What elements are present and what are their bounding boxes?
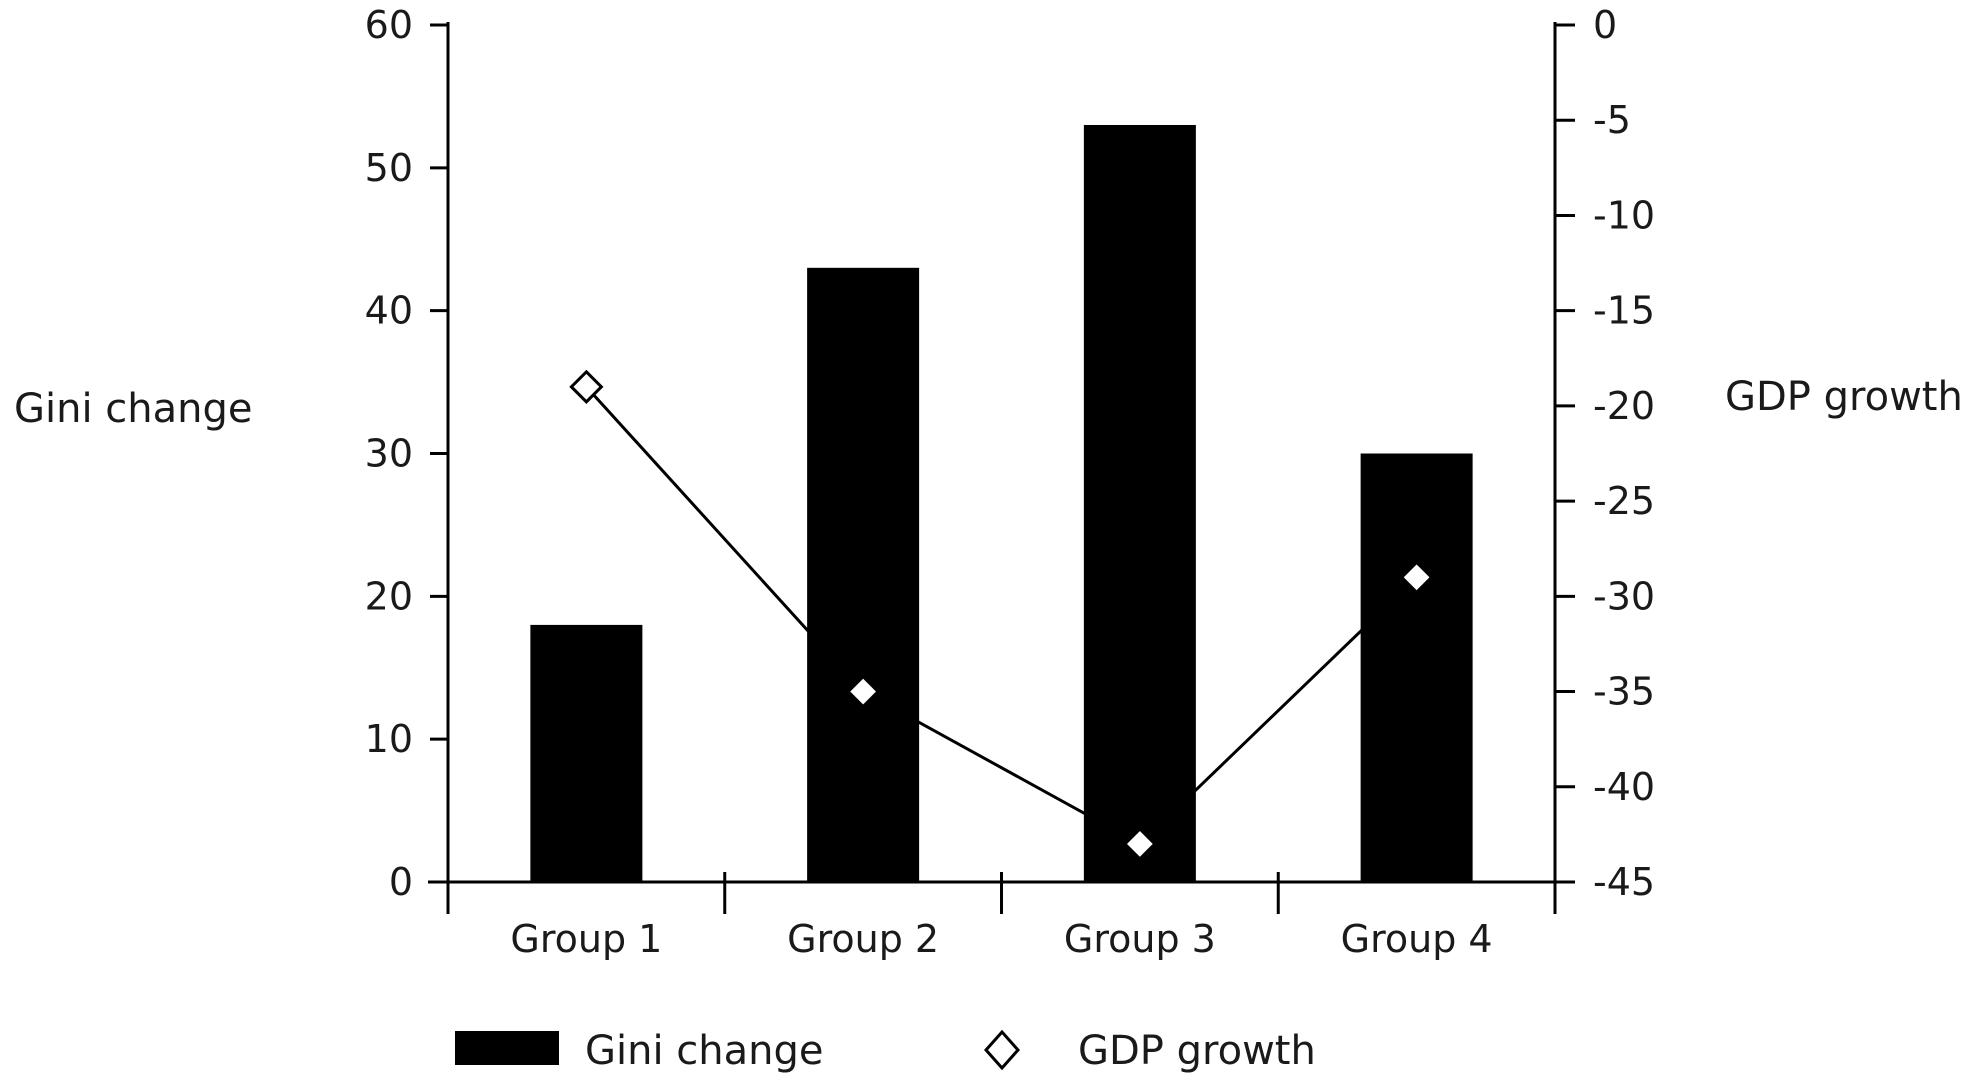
y-right-tick-label: -35 [1593,670,1655,714]
y-axis-right-title: GDP growth [1725,374,1963,420]
y-left-tick-label: 20 [365,574,413,618]
x-tick-label: Group 4 [1341,917,1493,961]
y-right-tick-label: -5 [1593,98,1631,142]
bar-gini-change [807,267,920,883]
point-gdp-growth [1399,560,1434,595]
axis-titles-group: Gini change GDP growth [14,374,1963,432]
point-gdp-growth [1122,826,1157,862]
legend: Gini change GDP growth [455,1028,1316,1074]
y-right-tick-label: -15 [1593,289,1655,333]
bar-gini-change [1083,124,1196,882]
legend-marker-gdp-growth [983,1029,1021,1071]
bars-group [530,124,1473,883]
y-left-tick-label: 40 [365,289,413,333]
y-right-tick-label: -25 [1593,479,1655,523]
y-right-tick-label: -30 [1593,574,1655,618]
legend-label-gdp-growth: GDP growth [1078,1028,1316,1074]
x-tick-label: Group 2 [787,917,939,961]
line-series-group [569,369,1434,862]
y-right-tick-label: 0 [1593,3,1617,47]
point-gdp-growth [846,674,881,709]
y-right-tick-label: -45 [1593,860,1655,904]
legend-swatch-gini-change [455,1031,559,1065]
y-right-tick-label: -20 [1593,384,1655,428]
y-right-tick-label: -40 [1593,765,1655,809]
y-left-tick-label: 30 [365,432,413,476]
tick-labels-group: 0 10 20 30 40 50 60 0 -5 -10 -15 -20 -25 -30 -35 -40 -45… [365,3,1655,961]
x-tick-label: Group 3 [1064,917,1216,961]
bar-gini-change [1360,453,1473,882]
y-left-tick-label: 60 [365,3,413,47]
legend-label-gini-change: Gini change [585,1028,824,1074]
line-gdp-growth [585,385,1418,846]
bar-gini-change [530,624,643,882]
point-gdp-growth [569,369,604,404]
y-left-tick-label: 10 [365,717,413,761]
y-left-tick-label: 0 [389,860,413,904]
y-right-tick-label: -10 [1593,193,1655,237]
y-left-tick-label: 50 [365,146,413,190]
x-tick-label: Group 1 [510,917,662,961]
y-axis-left-title: Gini change [14,386,253,432]
